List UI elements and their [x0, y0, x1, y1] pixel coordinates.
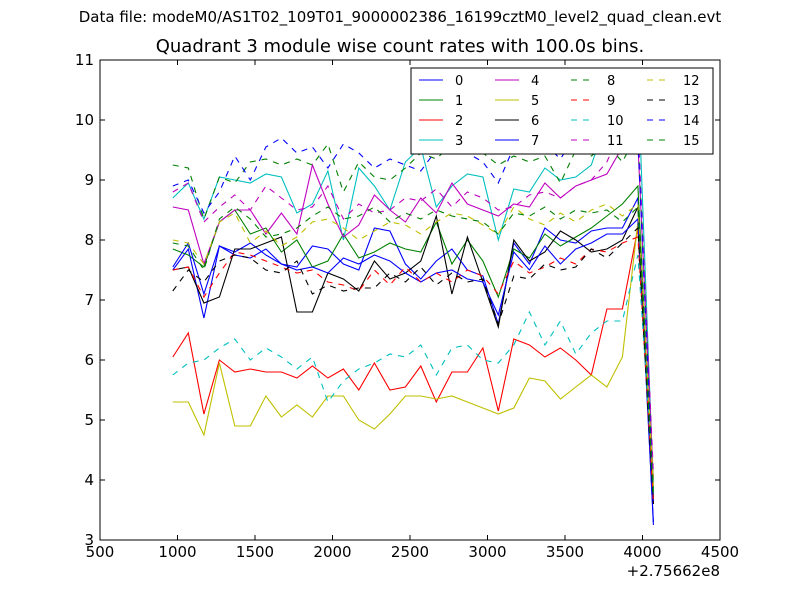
x-tick-label: 2500: [391, 543, 429, 561]
series-line-1: [172, 184, 654, 505]
x-tick-label: 3500: [546, 543, 584, 561]
series-line-11: [172, 122, 654, 475]
y-tick-label: 9: [84, 171, 94, 189]
legend-label-10: 10: [607, 114, 624, 129]
series-layer: [172, 77, 654, 526]
legend-label-3: 3: [455, 134, 463, 149]
figure-suptitle: Data file: modeM0/AS1T02_109T01_90000023…: [78, 8, 722, 26]
series-line-5: [172, 221, 654, 481]
series-line-2: [172, 227, 654, 505]
x-tick-label: 500: [86, 543, 115, 561]
legend-label-4: 4: [531, 74, 539, 89]
x-tick-label: 4500: [701, 543, 739, 561]
legend-label-7: 7: [531, 134, 539, 149]
x-tick-label: 2000: [313, 543, 351, 561]
legend-label-9: 9: [607, 94, 615, 109]
legend-label-11: 11: [607, 134, 624, 149]
legend-label-5: 5: [531, 94, 539, 109]
series-line-12: [172, 202, 654, 487]
x-tick-label: 1000: [158, 543, 196, 561]
series-line-4: [172, 143, 654, 481]
x-tick-label: 4000: [623, 543, 661, 561]
y-tick-label: 8: [84, 231, 94, 249]
series-line-9: [172, 236, 654, 502]
legend-label-1: 1: [455, 94, 463, 109]
legend-label-15: 15: [683, 134, 700, 149]
series-line-8: [172, 129, 654, 493]
series-line-13: [172, 226, 654, 505]
x-tick-label: 1500: [236, 543, 274, 561]
y-tick-label: 10: [75, 111, 94, 129]
axis-ticks: 500 1000 1500 2000 2500 3000 3500 4000 4500 3 4 5 6 7…: [75, 51, 739, 561]
legend-label-14: 14: [683, 114, 700, 129]
legend-label-2: 2: [455, 114, 463, 129]
series-line-0: [172, 195, 654, 526]
series-line-14: [172, 113, 654, 502]
x-tick-label: 3000: [468, 543, 506, 561]
series-line-15: [172, 205, 654, 499]
x-offset-label: +2.75662e8: [627, 562, 720, 580]
legend-label-12: 12: [683, 74, 700, 89]
chart-title: Quadrant 3 module wise count rates with …: [155, 36, 645, 57]
y-tick-label: 7: [84, 291, 94, 309]
y-tick-label: 6: [84, 351, 94, 369]
y-tick-label: 4: [84, 471, 94, 489]
y-tick-label: 11: [75, 51, 94, 69]
series-line-6: [172, 206, 654, 499]
series-line-10: [172, 254, 654, 484]
y-tick-label: 3: [84, 531, 94, 549]
legend-label-8: 8: [607, 74, 615, 89]
legend-label-0: 0: [455, 74, 463, 89]
legend-label-13: 13: [683, 94, 700, 109]
legend-label-6: 6: [531, 114, 539, 129]
y-tick-label: 5: [84, 411, 94, 429]
